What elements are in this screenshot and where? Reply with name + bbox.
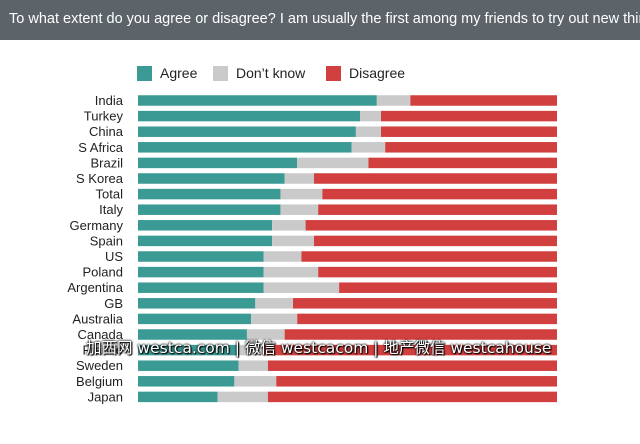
bar-agree-italy	[138, 204, 281, 215]
bar-agree-china	[138, 126, 356, 137]
bar-agree-turkey	[138, 110, 361, 122]
bar-agree-s-korea	[138, 173, 285, 184]
bar-agree-sweden	[138, 360, 239, 371]
category-label-argentina: Argentina	[67, 280, 123, 295]
bar-dont-know-belgium	[234, 376, 277, 387]
bar-dont-know-canada	[246, 329, 285, 340]
legend-item-dont-know: Don’t know	[213, 65, 305, 81]
category-label-poland: Poland	[83, 265, 123, 280]
legend: Agree Don’t know Disagree	[0, 65, 640, 83]
category-label-japan: Japan	[88, 389, 123, 404]
bar-dont-know-poland	[263, 266, 319, 278]
category-label-s-korea: S Korea	[76, 171, 124, 186]
bar-disagree-sweden	[267, 360, 557, 371]
category-label-us: US	[105, 249, 123, 264]
bar-disagree-belgium	[276, 376, 557, 387]
category-label-france: France	[83, 343, 123, 358]
category-label-china: China	[89, 124, 124, 139]
chart-title: To what extent do you agree or disagree?…	[9, 11, 640, 27]
bar-dont-know-spain	[272, 235, 314, 247]
legend-item-agree: Agree	[137, 65, 197, 81]
chart-header: To what extent do you agree or disagree?…	[0, 0, 640, 40]
bar-disagree-australia	[297, 313, 557, 325]
bar-agree-india	[138, 95, 377, 106]
bar-dont-know-turkey	[360, 110, 382, 122]
bar-agree-belgium	[138, 376, 235, 387]
bar-disagree-turkey	[381, 110, 557, 122]
bar-dont-know-argentina	[263, 282, 340, 293]
category-label-brazil: Brazil	[90, 155, 123, 170]
legend-swatch-disagree	[326, 65, 341, 81]
bar-disagree-india	[410, 95, 557, 106]
bar-dont-know-japan	[217, 391, 268, 403]
category-label-canada: Canada	[77, 327, 123, 342]
bar-agree-poland	[138, 266, 264, 278]
bar-dont-know-total	[280, 188, 323, 200]
bar-agree-gb	[138, 298, 256, 309]
bar-agree-brazil	[138, 157, 298, 169]
category-label-total: Total	[96, 187, 124, 202]
bar-agree-japan	[138, 391, 218, 403]
bar-disagree-argentina	[339, 282, 557, 293]
bar-dont-know-brazil	[297, 157, 369, 169]
bar-disagree-poland	[318, 266, 557, 278]
bar-disagree-china	[381, 126, 557, 137]
bar-agree-germany	[138, 220, 273, 231]
bar-disagree-s-africa	[385, 142, 557, 153]
bar-dont-know-italy	[280, 204, 319, 215]
bar-disagree-canada	[284, 329, 557, 340]
bar-dont-know-gb	[255, 298, 294, 309]
category-label-turkey: Turkey	[84, 109, 124, 124]
bar-dont-know-s-korea	[284, 173, 314, 184]
category-label-spain: Spain	[90, 233, 123, 248]
bar-disagree-s-korea	[313, 173, 557, 184]
legend-item-disagree: Disagree	[326, 65, 405, 81]
category-label-india: India	[95, 93, 124, 108]
legend-swatch-agree	[137, 65, 152, 81]
bar-disagree-spain	[313, 235, 557, 247]
bar-agree-france	[138, 344, 239, 356]
bar-dont-know-france	[238, 344, 264, 356]
bar-dont-know-germany	[272, 220, 306, 231]
category-label-gb: GB	[104, 296, 123, 311]
bar-agree-argentina	[138, 282, 264, 293]
bar-disagree-total	[322, 188, 557, 200]
bar-agree-canada	[138, 329, 247, 340]
bar-agree-us	[138, 251, 264, 262]
bar-dont-know-china	[355, 126, 382, 137]
category-label-sweden: Sweden	[76, 358, 123, 373]
category-label-germany: Germany	[70, 218, 124, 233]
legend-label-disagree: Disagree	[349, 65, 406, 81]
bar-agree-total	[138, 188, 281, 200]
bar-agree-australia	[138, 313, 252, 325]
legend-swatch-dont-know	[213, 65, 228, 81]
bar-dont-know-us	[263, 251, 302, 262]
bar-dont-know-australia	[251, 313, 298, 325]
category-label-belgium: Belgium	[76, 374, 123, 389]
bar-agree-s-africa	[138, 142, 352, 153]
bar-dont-know-s-africa	[351, 142, 386, 153]
bar-disagree-us	[301, 251, 557, 262]
bar-agree-spain	[138, 235, 273, 247]
bar-disagree-france	[263, 344, 557, 356]
bar-disagree-italy	[318, 204, 557, 215]
bar-disagree-brazil	[368, 157, 557, 169]
category-label-s-africa: S Africa	[78, 140, 124, 155]
legend-label-agree: Agree	[160, 65, 198, 81]
bar-disagree-gb	[293, 298, 557, 309]
legend-label-dont-know: Don’t know	[236, 65, 306, 81]
bar-disagree-germany	[305, 220, 557, 231]
category-label-australia: Australia	[72, 311, 123, 326]
bar-disagree-japan	[267, 391, 557, 403]
watermark-text: 加西网 westca.com | 微信 westcacom | 地产微信 wes…	[86, 339, 552, 357]
bar-dont-know-india	[376, 95, 411, 106]
bar-dont-know-sweden	[238, 360, 268, 371]
category-label-italy: Italy	[99, 202, 123, 217]
